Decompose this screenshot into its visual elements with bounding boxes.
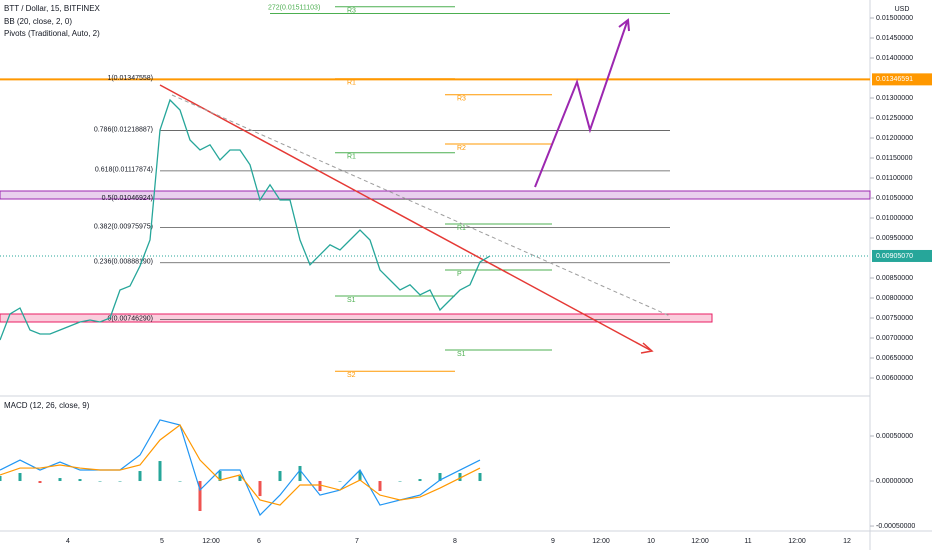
y-tick-label: 0.01100000 bbox=[876, 175, 913, 182]
x-tick-label: 8 bbox=[453, 538, 457, 545]
x-tick-label: 6 bbox=[257, 538, 261, 545]
price-label-box bbox=[872, 249, 932, 262]
pivot-label: R3 bbox=[347, 8, 356, 15]
histogram-bar bbox=[78, 479, 82, 482]
price-label: 0.01346591 bbox=[876, 76, 913, 83]
y-tick-label: 0.00650000 bbox=[876, 355, 913, 362]
fib-label: 1(0.01347558) bbox=[107, 75, 153, 82]
y-tick-label: 0.00950000 bbox=[876, 235, 913, 242]
pivot-label: R1 bbox=[457, 225, 466, 232]
x-tick-label: 5 bbox=[160, 538, 164, 545]
histogram-bar bbox=[58, 478, 62, 482]
y-tick-label: 0.01450000 bbox=[876, 35, 913, 42]
fib-label: 0.618(0.01117874) bbox=[95, 167, 153, 174]
histogram-bar bbox=[358, 471, 362, 482]
histogram-bar bbox=[98, 481, 102, 482]
currency-label: USD bbox=[895, 6, 910, 13]
histogram-bar bbox=[458, 473, 462, 482]
y-tick-label: 0.01500000 bbox=[876, 15, 913, 22]
pivot-label: R1 bbox=[347, 80, 356, 87]
y-tick-label: 0.00850000 bbox=[876, 275, 913, 282]
indicator-label: Pivots (Traditional, Auto, 2) bbox=[4, 29, 100, 38]
macd-title: MACD (12, 26, close, 9) bbox=[4, 401, 90, 410]
x-tick-label: 12:00 bbox=[592, 538, 610, 545]
histogram-bar bbox=[218, 471, 222, 482]
y-tick-label: -0.00050000 bbox=[876, 523, 915, 530]
histogram-bar bbox=[338, 481, 342, 482]
projection-path bbox=[534, 21, 628, 188]
histogram-bar bbox=[298, 465, 302, 482]
chart-title: BTT / Dollar, 15, BITFINEX bbox=[4, 4, 101, 13]
histogram-bar bbox=[238, 475, 242, 482]
x-tick-label: 12:00 bbox=[788, 538, 806, 545]
projection-arrowhead bbox=[618, 18, 630, 32]
indicator-label: BB (20, close, 2, 0) bbox=[4, 17, 72, 26]
pivot-label: S2 bbox=[347, 372, 356, 379]
x-tick-label: 12 bbox=[843, 538, 851, 545]
pivot-label: S1 bbox=[457, 351, 466, 358]
x-tick-label: 11 bbox=[744, 538, 751, 545]
x-tick-label: 12:00 bbox=[202, 538, 220, 545]
price-label-box bbox=[872, 73, 932, 86]
y-tick-label: 0.00800000 bbox=[876, 295, 913, 302]
x-tick-label: 9 bbox=[551, 538, 555, 545]
price-line bbox=[0, 98, 491, 341]
y-tick-label: 0.00600000 bbox=[876, 375, 913, 382]
fib-label: 0.786(0.01218887) bbox=[94, 126, 153, 133]
histogram-bar bbox=[318, 481, 322, 492]
histogram-bar bbox=[378, 481, 382, 492]
zone bbox=[0, 313, 713, 323]
histogram-bar bbox=[118, 481, 122, 482]
fib-label: 0.382(0.00975975) bbox=[94, 223, 153, 230]
y-tick-label: 0.00050000 bbox=[876, 433, 913, 440]
price-label: 0.00905070 bbox=[876, 253, 913, 260]
histogram-bar bbox=[18, 473, 22, 482]
fib-label: 0.236(0.00888190) bbox=[94, 259, 153, 266]
histogram-bar bbox=[198, 481, 202, 512]
histogram-bar bbox=[278, 471, 282, 482]
histogram-bar bbox=[258, 481, 262, 497]
pivot-label: P bbox=[457, 271, 462, 278]
histogram-bar bbox=[398, 481, 402, 482]
histogram-bar bbox=[178, 481, 182, 482]
fib-extension-label: 272(0.01511103) bbox=[268, 4, 320, 11]
y-tick-label: 0.01400000 bbox=[876, 55, 913, 62]
x-tick-label: 4 bbox=[66, 538, 70, 545]
pivot-label: S1 bbox=[347, 297, 356, 304]
pivot-label: R1 bbox=[347, 154, 356, 161]
y-tick-label: 0.01150000 bbox=[876, 155, 913, 162]
histogram-bar bbox=[38, 481, 42, 483]
histogram-bar bbox=[158, 461, 162, 482]
x-tick-label: 7 bbox=[355, 538, 359, 545]
histogram-bar bbox=[418, 479, 422, 482]
fib-label: 0.5(0.01046924) bbox=[102, 195, 153, 202]
histogram-bar bbox=[0, 475, 2, 482]
histogram-bar bbox=[478, 473, 482, 482]
macd-line bbox=[0, 424, 481, 506]
y-tick-label: 0.01050000 bbox=[876, 195, 913, 202]
histogram-bar bbox=[438, 473, 442, 482]
pivot-label: R2 bbox=[457, 145, 466, 152]
y-tick-label: 0.00000000 bbox=[876, 478, 913, 485]
trend-line bbox=[159, 84, 651, 351]
trend-arrowhead bbox=[640, 342, 654, 354]
histogram-bar bbox=[138, 471, 142, 482]
pivot-label: R3 bbox=[457, 96, 466, 103]
y-tick-label: 0.01000000 bbox=[876, 215, 913, 222]
y-tick-label: 0.01250000 bbox=[876, 115, 913, 122]
x-tick-label: 10 bbox=[647, 538, 655, 545]
drawings bbox=[159, 18, 671, 354]
y-tick-label: 0.01200000 bbox=[876, 135, 913, 142]
fib-label: 0(0.00746290) bbox=[107, 315, 153, 322]
y-tick-label: 0.00750000 bbox=[876, 315, 913, 322]
y-tick-label: 0.00700000 bbox=[876, 335, 913, 342]
x-tick-label: 12:00 bbox=[691, 538, 709, 545]
y-tick-label: 0.01300000 bbox=[876, 95, 913, 102]
